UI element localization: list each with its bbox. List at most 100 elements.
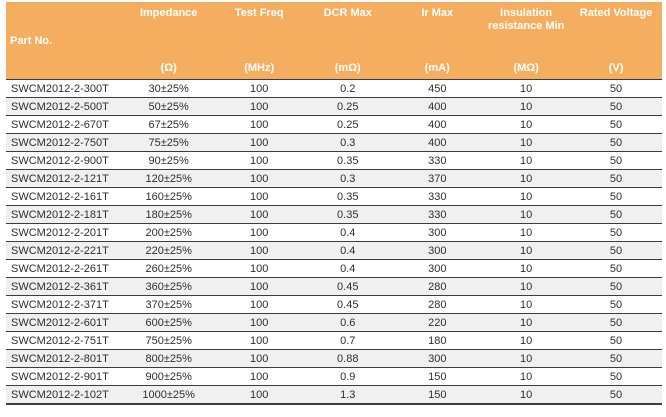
cell-value: 100	[215, 277, 304, 296]
cell-value: 10	[482, 277, 571, 296]
cell-value: 100	[215, 187, 304, 206]
cell-value: 50	[570, 133, 662, 152]
cell-value: 100	[215, 223, 304, 242]
col-header-dcr-max: DCR Max (mΩ)	[303, 2, 393, 80]
cell-value: 400	[392, 115, 483, 134]
cell-value: 0.2	[303, 79, 393, 98]
table-row: SWCM2012-2-500T 50±25% 100 0.25 400 10 50	[6, 97, 662, 116]
cell-value: 0.4	[303, 223, 393, 242]
cell-part-no: SWCM2012-2-901T	[6, 367, 123, 386]
col-unit-insulation-resistance: (MΩ)	[513, 62, 539, 74]
cell-part-no: SWCM2012-2-221T	[6, 241, 123, 260]
table-row: SWCM2012-2-161T 160±25% 100 0.35 330 10 50	[6, 187, 662, 206]
cell-value: 370	[392, 169, 483, 188]
table-row: SWCM2012-2-801T 800±25% 100 0.88 300 10 50	[6, 349, 662, 368]
cell-value: 100	[215, 79, 304, 98]
cell-value: 10	[482, 151, 571, 170]
cell-value: 100	[215, 169, 304, 188]
cell-value: 50	[570, 151, 662, 170]
cell-value: 100	[215, 313, 304, 332]
cell-value: 10	[482, 259, 571, 278]
cell-value: 0.25	[303, 97, 393, 116]
cell-value: 10	[482, 115, 571, 134]
cell-part-no: SWCM2012-2-670T	[6, 115, 123, 134]
cell-value: 10	[482, 295, 571, 314]
cell-value: 100	[215, 295, 304, 314]
cell-value: 100	[215, 385, 304, 405]
cell-value: 10	[482, 313, 571, 332]
cell-value: 50	[570, 259, 662, 278]
cell-part-no: SWCM2012-2-201T	[6, 223, 123, 242]
cell-value: 360±25%	[122, 277, 216, 296]
table-row: SWCM2012-2-900T 90±25% 100 0.35 330 10 50	[6, 151, 662, 170]
table-row: SWCM2012-2-901T 900±25% 100 0.9 150 10 50	[6, 367, 662, 386]
table-row: SWCM2012-2-670T 67±25% 100 0.25 400 10 50	[6, 115, 662, 134]
cell-value: 0.35	[303, 151, 393, 170]
cell-value: 0.4	[303, 259, 393, 278]
cell-value: 0.4	[303, 241, 393, 260]
cell-value: 50	[570, 313, 662, 332]
cell-value: 10	[482, 205, 571, 224]
cell-value: 0.35	[303, 205, 393, 224]
cell-value: 50	[570, 97, 662, 116]
cell-value: 10	[482, 133, 571, 152]
cell-value: 50	[570, 169, 662, 188]
col-unit-impedance: (Ω)	[160, 62, 177, 74]
cell-part-no: SWCM2012-2-161T	[6, 187, 123, 206]
cell-value: 0.3	[303, 169, 393, 188]
cell-value: 0.45	[303, 295, 393, 314]
cell-value: 10	[482, 169, 571, 188]
table-row: SWCM2012-2-121T 120±25% 100 0.3 370 10 50	[6, 169, 662, 188]
cell-value: 75±25%	[122, 133, 216, 152]
cell-value: 300	[392, 241, 483, 260]
cell-value: 260±25%	[122, 259, 216, 278]
cell-part-no: SWCM2012-2-371T	[6, 295, 123, 314]
cell-value: 800±25%	[122, 349, 216, 368]
cell-value: 180±25%	[122, 205, 216, 224]
cell-value: 50	[570, 349, 662, 368]
cell-value: 10	[482, 97, 571, 116]
cell-value: 400	[392, 97, 483, 116]
cell-value: 100	[215, 115, 304, 134]
table-row: SWCM2012-2-751T 750±25% 100 0.7 180 10 50	[6, 331, 662, 350]
table-row: SWCM2012-2-750T 75±25% 100 0.3 400 10 50	[6, 133, 662, 152]
cell-value: 67±25%	[122, 115, 216, 134]
cell-part-no: SWCM2012-2-801T	[6, 349, 123, 368]
spec-table-header: Part No. Impedance (Ω) Test Freq (MHz)	[6, 2, 662, 80]
cell-value: 100	[215, 367, 304, 386]
cell-value: 600±25%	[122, 313, 216, 332]
col-header-ir-max: Ir Max (mA)	[392, 2, 483, 80]
col-header-impedance: Impedance (Ω)	[122, 2, 216, 80]
col-unit-ir-max: (mA)	[424, 62, 450, 74]
col-label-impedance: Impedance	[139, 7, 198, 19]
cell-value: 50	[570, 223, 662, 242]
cell-part-no: SWCM2012-2-500T	[6, 97, 123, 116]
cell-value: 50	[570, 277, 662, 296]
cell-value: 300	[392, 259, 483, 278]
cell-value: 180	[392, 331, 483, 350]
cell-value: 280	[392, 295, 483, 314]
cell-value: 50	[570, 385, 662, 405]
table-row: SWCM2012-2-102T 1000±25% 100 1.3 150 10 50	[6, 385, 662, 405]
cell-part-no: SWCM2012-2-261T	[6, 259, 123, 278]
cell-value: 160±25%	[122, 187, 216, 206]
col-label-part-no: Part No.	[10, 34, 53, 47]
cell-part-no: SWCM2012-2-750T	[6, 133, 123, 152]
cell-value: 150	[392, 367, 483, 386]
cell-value: 330	[392, 187, 483, 206]
cell-part-no: SWCM2012-2-361T	[6, 277, 123, 296]
cell-value: 50	[570, 205, 662, 224]
cell-value: 50	[570, 295, 662, 314]
col-label-rated-voltage: Rated Voltage	[579, 7, 653, 19]
cell-value: 0.3	[303, 133, 393, 152]
cell-value: 0.25	[303, 115, 393, 134]
cell-value: 220	[392, 313, 483, 332]
cell-value: 1000±25%	[122, 385, 216, 405]
table-row: SWCM2012-2-261T 260±25% 100 0.4 300 10 50	[6, 259, 662, 278]
cell-part-no: SWCM2012-2-601T	[6, 313, 123, 332]
col-header-test-freq: Test Freq (MHz)	[215, 2, 304, 80]
cell-value: 10	[482, 79, 571, 98]
cell-value: 50	[570, 331, 662, 350]
cell-value: 10	[482, 241, 571, 260]
cell-part-no: SWCM2012-2-300T	[6, 79, 123, 98]
